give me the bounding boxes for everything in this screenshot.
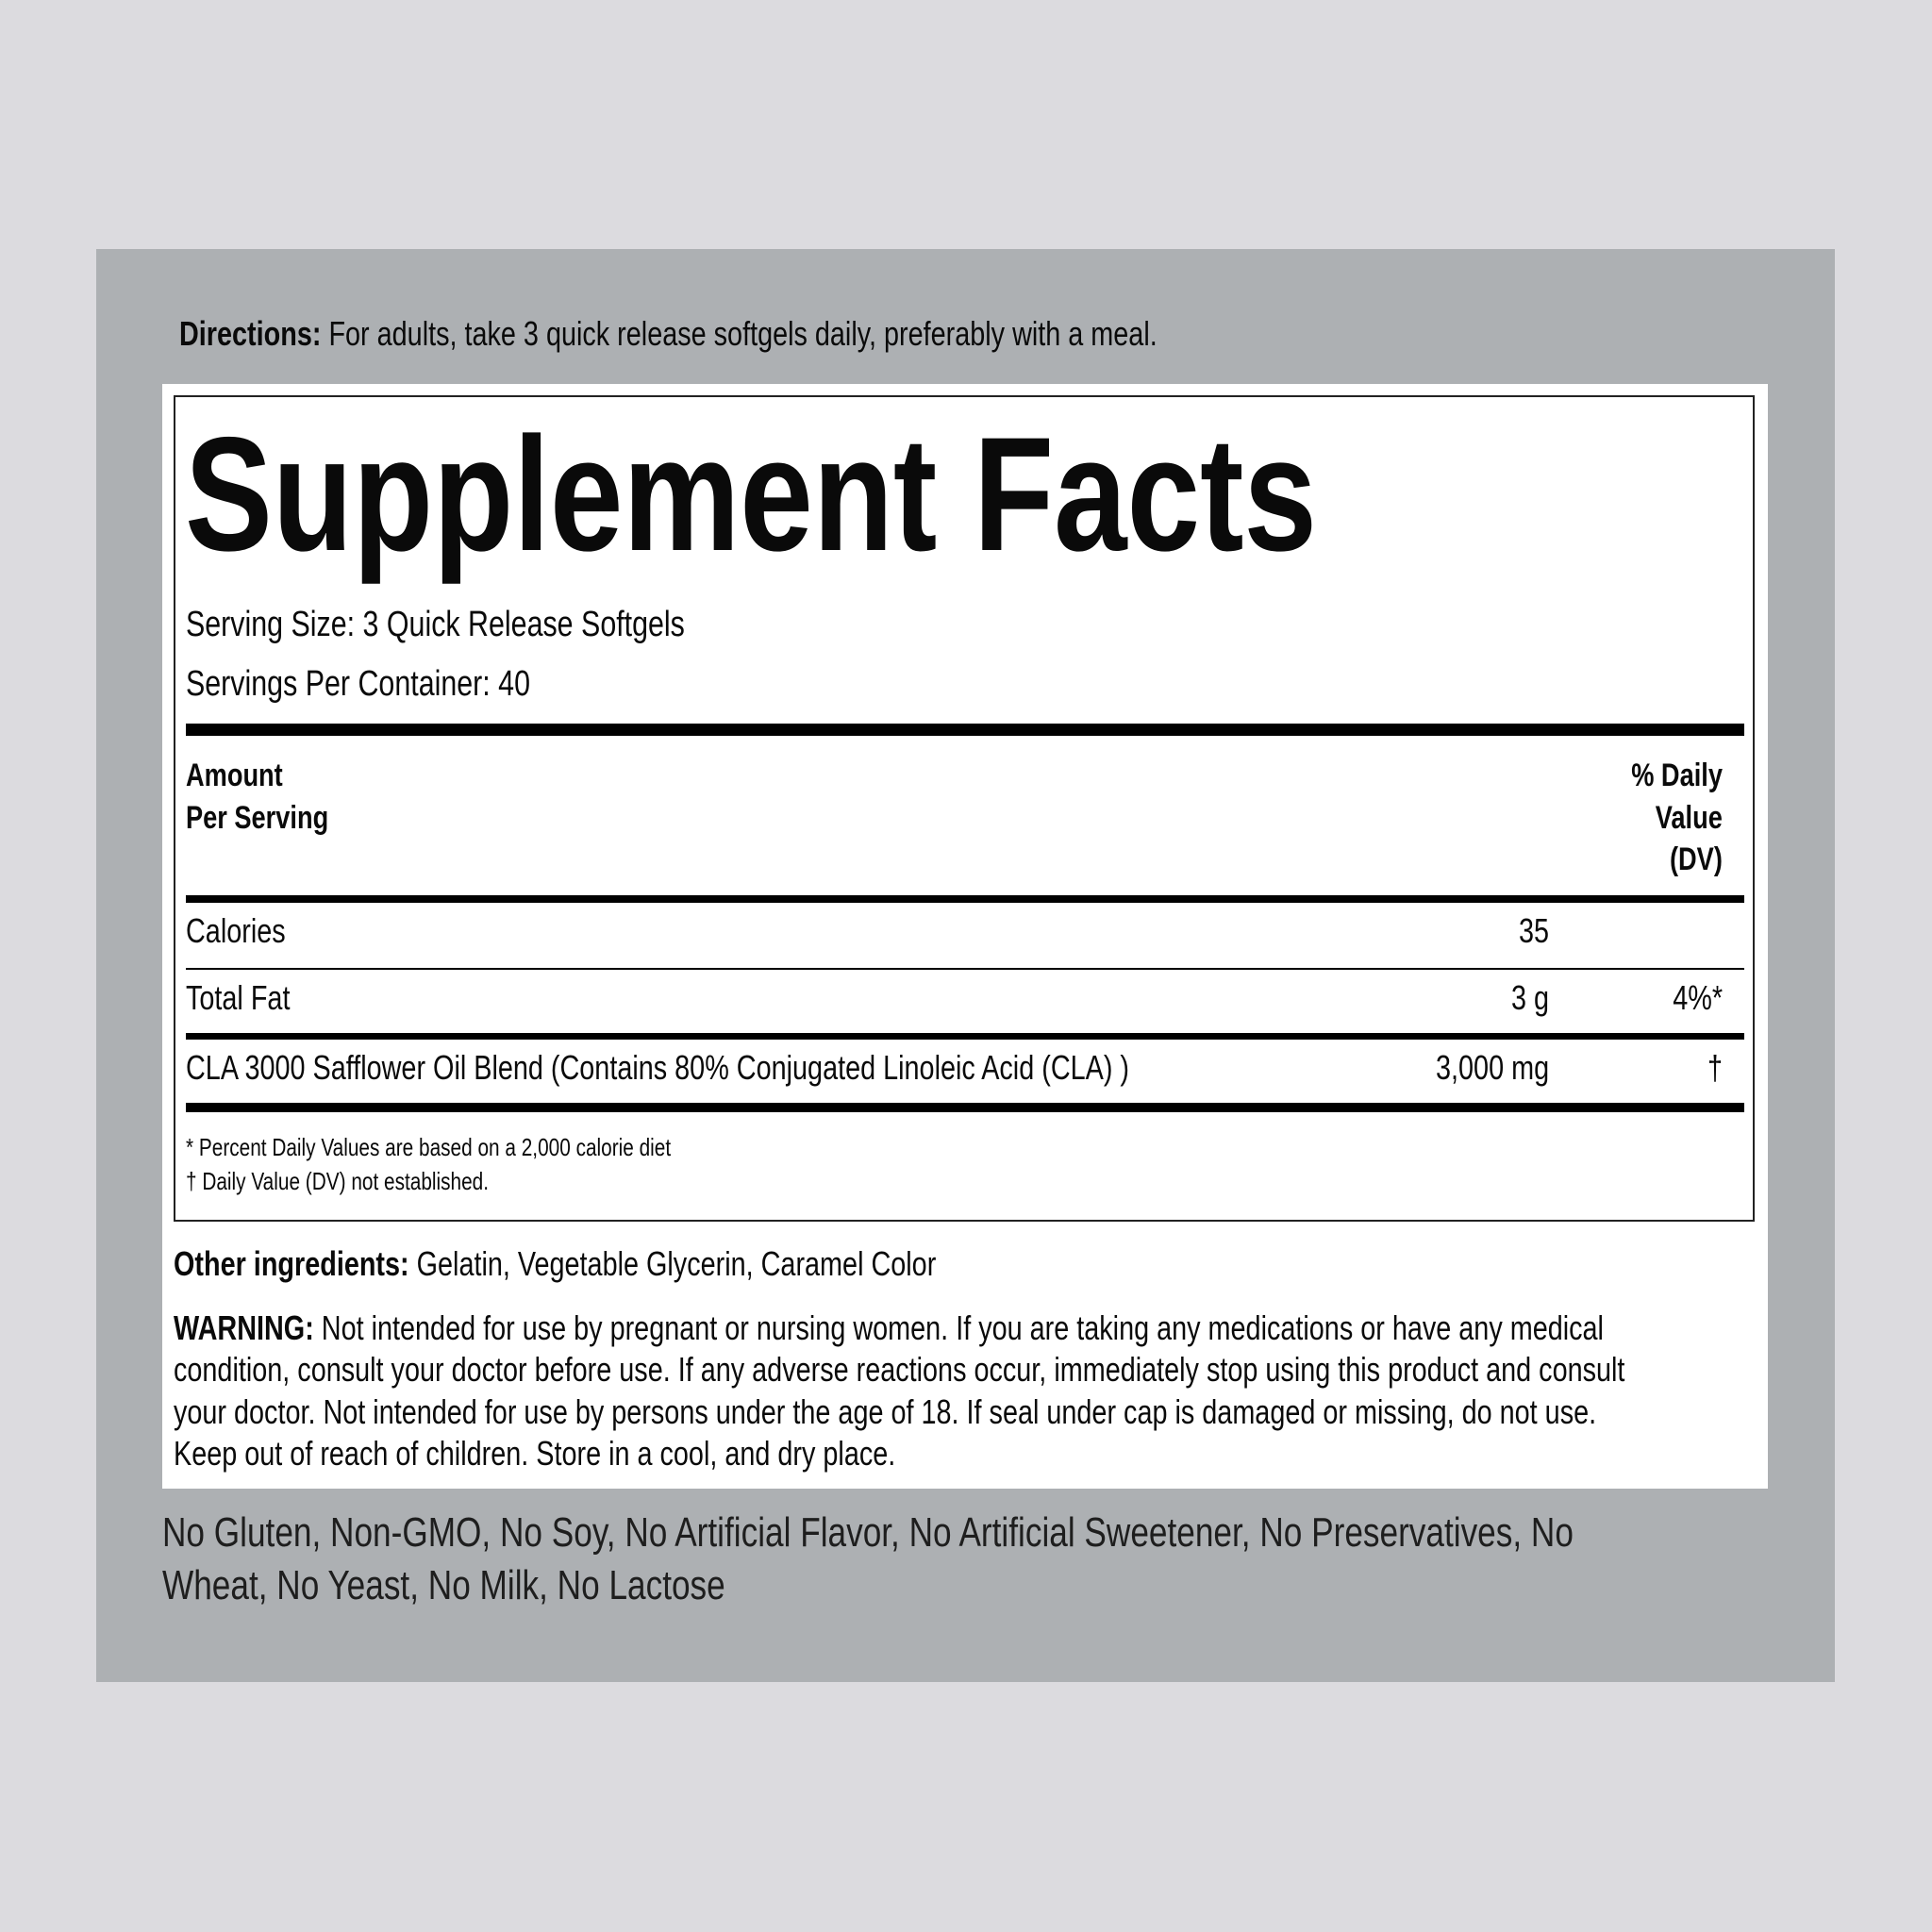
warning-line: WARNING: Not intended for use by pregnan… <box>174 1311 1604 1345</box>
supplement-facts-box <box>174 395 1755 1222</box>
other-ingredients-text: Gelatin, Vegetable Glycerin, Caramel Col… <box>408 1244 937 1283</box>
row-cla-dv: † <box>1707 1048 1723 1087</box>
row-calories-amount: 35 <box>1518 911 1549 950</box>
warning-line: your doctor. Not intended for use by per… <box>174 1392 1597 1431</box>
warning-label: WARNING: <box>174 1308 314 1347</box>
header-amount-2: Per Serving <box>186 800 329 836</box>
header-dv-1: % Daily <box>1631 758 1723 793</box>
row-total-fat-dv: 4%* <box>1673 978 1723 1017</box>
row-total-fat-name: Total Fat <box>186 978 291 1017</box>
divider-thick <box>186 1103 1744 1112</box>
row-calories-name: Calories <box>186 911 286 950</box>
facts-panel <box>162 384 1768 1489</box>
warning-line: Keep out of reach of children. Store in … <box>174 1434 896 1473</box>
footnote-dv-not-established: † Daily Value (DV) not established. <box>186 1167 490 1195</box>
free-from-line: Wheat, No Yeast, No Milk, No Lactose <box>162 1562 725 1608</box>
divider-medium <box>186 1033 1744 1040</box>
header-dv-2: Value <box>1655 800 1723 836</box>
row-total-fat-amount: 3 g <box>1510 978 1549 1017</box>
row-cla-amount: 3,000 mg <box>1435 1048 1549 1087</box>
header-amount-1: Amount <box>186 758 283 793</box>
free-from-line: No Gluten, Non-GMO, No Soy, No Artificia… <box>162 1509 1574 1556</box>
row-cla-name: CLA 3000 Safflower Oil Blend (Contains 8… <box>186 1048 1130 1087</box>
other-ingredients: Other ingredients: Gelatin, Vegetable Gl… <box>174 1247 936 1281</box>
header-dv-3: (DV) <box>1670 841 1723 877</box>
divider-thick <box>186 724 1744 736</box>
servings-per-container: Servings Per Container: 40 <box>186 664 530 704</box>
directions: Directions: For adults, take 3 quick rel… <box>179 317 1158 351</box>
directions-label: Directions: <box>179 314 322 353</box>
warning-line: condition, consult your doctor before us… <box>174 1350 1625 1389</box>
directions-text: For adults, take 3 quick release softgel… <box>321 314 1158 353</box>
divider-thin <box>186 968 1744 970</box>
other-ingredients-label: Other ingredients: <box>174 1244 409 1283</box>
warning-text: Not intended for use by pregnant or nurs… <box>313 1308 1604 1347</box>
footnote-percent-dv: * Percent Daily Values are based on a 2,… <box>186 1133 672 1161</box>
divider-medium <box>186 895 1744 903</box>
page-title: Supplement Facts <box>185 404 1317 585</box>
serving-size: Serving Size: 3 Quick Release Softgels <box>186 605 685 644</box>
